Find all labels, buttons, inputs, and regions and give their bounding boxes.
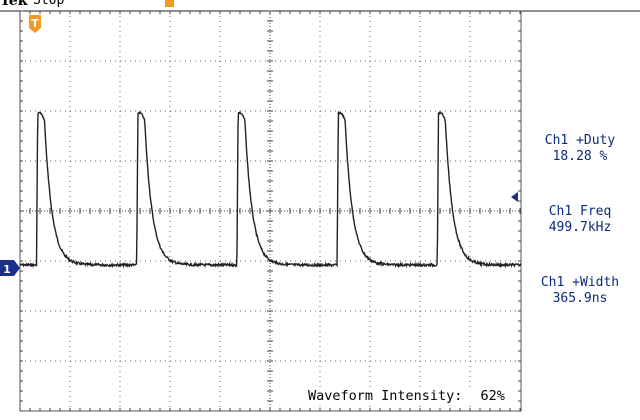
axis-ticks bbox=[19, 10, 521, 412]
trigger-marker-label: T bbox=[31, 17, 39, 30]
measurement-width: Ch1 +Width 365.9ns bbox=[524, 275, 636, 307]
measurement-label: Ch1 Freq bbox=[548, 204, 612, 219]
ch1-marker-label: 1 bbox=[3, 263, 11, 276]
ch1-ground-marker: 1 bbox=[0, 260, 20, 276]
measurement-value: 499.7kHz bbox=[548, 220, 612, 235]
measurement-duty: Ch1 +Duty 18.28 % bbox=[524, 133, 636, 165]
brand-logo-text: Tek bbox=[0, 0, 28, 9]
ch1-marker-shape bbox=[0, 260, 20, 276]
trigger-marker-shape bbox=[29, 15, 41, 33]
measurement-value: 365.9ns bbox=[552, 291, 608, 306]
measurement-label: Ch1 +Duty bbox=[544, 133, 616, 148]
horizontal-position-marker bbox=[165, 0, 174, 7]
trigger-level-marker bbox=[511, 192, 518, 202]
waveform-intensity-readout: Waveform Intensity: 62% bbox=[306, 388, 507, 404]
border-ticks bbox=[19, 10, 521, 412]
measurement-frequency: Ch1 Freq 499.7kHz bbox=[524, 204, 636, 236]
ch1-waveform-trace bbox=[19, 110, 522, 269]
intensity-label: Waveform Intensity: bbox=[308, 388, 463, 404]
intensity-value: 62% bbox=[480, 388, 505, 404]
acquisition-status: Stop bbox=[33, 0, 65, 8]
measurement-label: Ch1 +Width bbox=[540, 275, 620, 290]
measurement-value: 18.28 % bbox=[552, 149, 608, 164]
trigger-position-marker: T bbox=[29, 15, 41, 33]
